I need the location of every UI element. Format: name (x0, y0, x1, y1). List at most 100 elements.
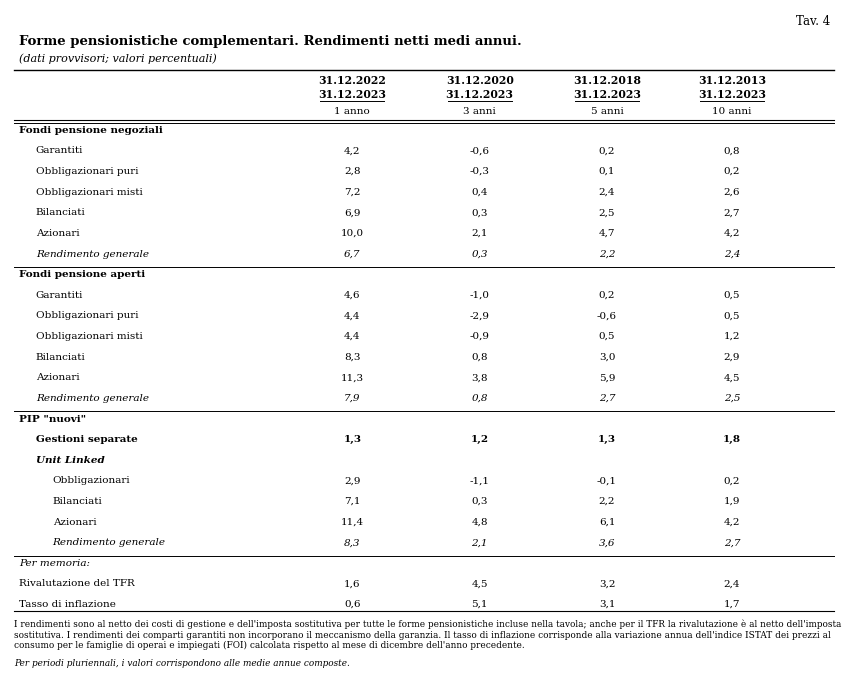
Text: 7,1: 7,1 (344, 497, 361, 506)
Text: Fondi pensione negoziali: Fondi pensione negoziali (19, 126, 162, 135)
Text: 1,3: 1,3 (343, 435, 362, 444)
Text: 0,2: 0,2 (723, 167, 740, 176)
Text: 1,8: 1,8 (722, 435, 741, 444)
Text: Rivalutazione del TFR: Rivalutazione del TFR (19, 579, 134, 589)
Text: 1,9: 1,9 (723, 497, 740, 506)
Text: 4,6: 4,6 (344, 291, 361, 300)
Text: 0,4: 0,4 (471, 187, 488, 196)
Text: 2,6: 2,6 (723, 187, 740, 196)
Text: 1,2: 1,2 (470, 435, 489, 444)
Text: 6,9: 6,9 (344, 208, 361, 217)
Text: -1,0: -1,0 (469, 291, 490, 300)
Text: 3 anni: 3 anni (464, 107, 496, 116)
Text: 10,0: 10,0 (340, 229, 364, 238)
Text: -0,6: -0,6 (469, 147, 490, 155)
Text: 1 anno: 1 anno (335, 107, 370, 116)
Text: 2,4: 2,4 (723, 579, 740, 589)
Text: Forme pensionistiche complementari. Rendimenti netti medi annui.: Forme pensionistiche complementari. Rend… (19, 35, 521, 48)
Text: 6,1: 6,1 (599, 517, 616, 526)
Text: Per memoria:: Per memoria: (19, 559, 90, 568)
Text: 5,9: 5,9 (599, 373, 616, 382)
Text: Azionari: Azionari (53, 517, 96, 526)
Text: 2,5: 2,5 (723, 394, 740, 403)
Text: -0,6: -0,6 (597, 311, 617, 320)
Text: -0,1: -0,1 (597, 476, 617, 485)
Text: Obbligazionari misti: Obbligazionari misti (36, 332, 143, 341)
Text: Garantiti: Garantiti (36, 147, 83, 155)
Text: Bilanciati: Bilanciati (36, 208, 86, 217)
Text: Tav. 4: Tav. 4 (796, 15, 830, 29)
Text: 2,9: 2,9 (344, 476, 361, 485)
Text: (dati provvisori; valori percentuali): (dati provvisori; valori percentuali) (19, 54, 216, 64)
Text: 0,5: 0,5 (599, 332, 616, 341)
Text: Rendimento generale: Rendimento generale (53, 538, 166, 547)
Text: Obbligazionari misti: Obbligazionari misti (36, 187, 143, 196)
Text: 31.12.2023: 31.12.2023 (573, 89, 641, 101)
Text: Fondi pensione aperti: Fondi pensione aperti (19, 270, 145, 279)
Text: 0,1: 0,1 (599, 167, 616, 176)
Text: 4,5: 4,5 (723, 373, 740, 382)
Text: 2,9: 2,9 (723, 352, 740, 361)
Text: 3,1: 3,1 (599, 600, 616, 609)
Text: 1,3: 1,3 (598, 435, 616, 444)
Text: 0,3: 0,3 (471, 208, 488, 217)
Text: Unit Linked: Unit Linked (36, 456, 104, 465)
Text: PIP "nuovi": PIP "nuovi" (19, 415, 86, 424)
Text: 31.12.2020: 31.12.2020 (446, 75, 514, 86)
Text: 11,3: 11,3 (340, 373, 364, 382)
Text: 4,5: 4,5 (471, 579, 488, 589)
Text: 7,9: 7,9 (344, 394, 361, 403)
Text: 11,4: 11,4 (340, 517, 364, 526)
Text: 3,6: 3,6 (599, 538, 616, 547)
Text: 2,5: 2,5 (599, 208, 616, 217)
Text: 0,8: 0,8 (471, 394, 488, 403)
Text: Tasso di inflazione: Tasso di inflazione (19, 600, 115, 609)
Text: 1,7: 1,7 (723, 600, 740, 609)
Text: 2,1: 2,1 (471, 229, 488, 238)
Text: Bilanciati: Bilanciati (53, 497, 103, 506)
Text: 2,4: 2,4 (599, 187, 616, 196)
Text: Garantiti: Garantiti (36, 291, 83, 300)
Text: 2,4: 2,4 (723, 250, 740, 259)
Text: Rendimento generale: Rendimento generale (36, 250, 149, 259)
Text: 1,2: 1,2 (723, 332, 740, 341)
Text: Obbligazionari puri: Obbligazionari puri (36, 311, 138, 320)
Text: 0,5: 0,5 (723, 291, 740, 300)
Text: 0,2: 0,2 (599, 291, 616, 300)
Text: 2,2: 2,2 (599, 250, 616, 259)
Text: 2,7: 2,7 (723, 538, 740, 547)
Text: -1,1: -1,1 (469, 476, 490, 485)
Text: 2,8: 2,8 (344, 167, 361, 176)
Text: 10 anni: 10 anni (712, 107, 751, 116)
Text: 0,3: 0,3 (471, 250, 488, 259)
Text: 8,3: 8,3 (344, 352, 361, 361)
Text: 6,7: 6,7 (344, 250, 361, 259)
Text: I rendimenti sono al netto dei costi di gestione e dell'imposta sostitutiva per : I rendimenti sono al netto dei costi di … (14, 620, 842, 650)
Text: 31.12.2023: 31.12.2023 (446, 89, 514, 101)
Text: Obbligazionari puri: Obbligazionari puri (36, 167, 138, 176)
Text: 4,2: 4,2 (344, 147, 361, 155)
Text: 0,6: 0,6 (344, 600, 361, 609)
Text: 0,8: 0,8 (723, 147, 740, 155)
Text: 3,8: 3,8 (471, 373, 488, 382)
Text: 1,6: 1,6 (344, 579, 361, 589)
Text: 7,2: 7,2 (344, 187, 361, 196)
Text: Rendimento generale: Rendimento generale (36, 394, 149, 403)
Text: 4,2: 4,2 (723, 517, 740, 526)
Text: Obbligazionari: Obbligazionari (53, 476, 130, 485)
Text: 3,2: 3,2 (599, 579, 616, 589)
Text: 4,8: 4,8 (471, 517, 488, 526)
Text: 31.12.2023: 31.12.2023 (698, 89, 766, 101)
Text: 31.12.2013: 31.12.2013 (698, 75, 766, 86)
Text: -0,9: -0,9 (469, 332, 490, 341)
Text: 3,0: 3,0 (599, 352, 616, 361)
Text: 31.12.2023: 31.12.2023 (318, 89, 386, 101)
Text: 5 anni: 5 anni (591, 107, 623, 116)
Text: 5,1: 5,1 (471, 600, 488, 609)
Text: 31.12.2022: 31.12.2022 (318, 75, 386, 86)
Text: 0,2: 0,2 (599, 147, 616, 155)
Text: 4,4: 4,4 (344, 311, 361, 320)
Text: 8,3: 8,3 (344, 538, 361, 547)
Text: 0,2: 0,2 (723, 476, 740, 485)
Text: 31.12.2018: 31.12.2018 (573, 75, 641, 86)
